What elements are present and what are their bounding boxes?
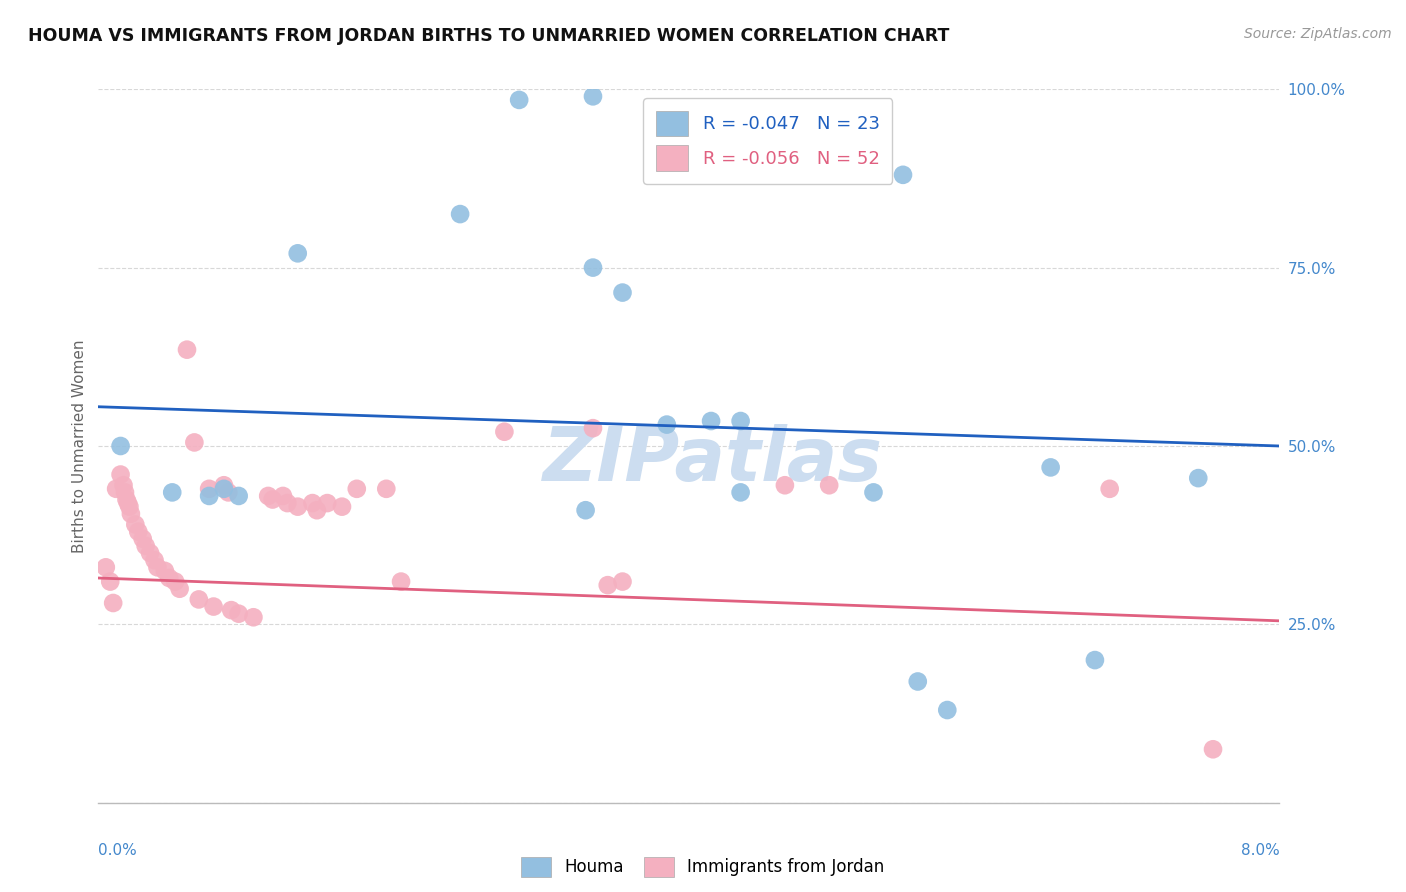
Y-axis label: Births to Unmarried Women: Births to Unmarried Women — [72, 339, 87, 553]
Point — [120, 507, 142, 521]
Point — [135, 539, 157, 553]
Point — [219, 603, 242, 617]
Point — [202, 599, 225, 614]
Point — [612, 285, 634, 300]
Point — [112, 478, 135, 492]
Point — [316, 496, 339, 510]
Point — [110, 439, 132, 453]
Legend: R = -0.047   N = 23, R = -0.056   N = 52: R = -0.047 N = 23, R = -0.056 N = 52 — [644, 98, 893, 184]
Point — [162, 485, 183, 500]
Point — [655, 417, 678, 432]
Point — [153, 564, 176, 578]
Point — [118, 500, 141, 514]
Point — [862, 485, 884, 500]
Point — [146, 560, 169, 574]
Point — [262, 492, 284, 507]
Point — [127, 524, 149, 539]
Point — [730, 414, 752, 428]
Point — [449, 207, 471, 221]
Point — [103, 596, 125, 610]
Point — [891, 168, 914, 182]
Point — [1202, 742, 1225, 756]
Point — [330, 500, 353, 514]
Point — [730, 485, 752, 500]
Point — [1039, 460, 1062, 475]
Point — [907, 674, 929, 689]
Point — [700, 414, 723, 428]
Point — [612, 574, 634, 589]
Point — [98, 574, 121, 589]
Point — [94, 560, 117, 574]
Point — [301, 496, 323, 510]
Point — [271, 489, 294, 503]
Point — [375, 482, 398, 496]
Point — [198, 489, 221, 503]
Point — [582, 421, 605, 435]
Point — [115, 492, 138, 507]
Point — [1187, 471, 1209, 485]
Point — [346, 482, 368, 496]
Point — [157, 571, 180, 585]
Legend: Houma, Immigrants from Jordan: Houma, Immigrants from Jordan — [515, 850, 891, 884]
Point — [165, 574, 187, 589]
Point — [143, 553, 166, 567]
Point — [110, 467, 132, 482]
Point — [176, 343, 198, 357]
Point — [117, 496, 139, 510]
Point — [212, 482, 235, 496]
Point — [198, 482, 221, 496]
Point — [257, 489, 280, 503]
Text: 8.0%: 8.0% — [1240, 843, 1279, 858]
Point — [132, 532, 155, 546]
Point — [574, 503, 596, 517]
Point — [124, 517, 146, 532]
Text: HOUMA VS IMMIGRANTS FROM JORDAN BIRTHS TO UNMARRIED WOMEN CORRELATION CHART: HOUMA VS IMMIGRANTS FROM JORDAN BIRTHS T… — [28, 27, 949, 45]
Point — [1098, 482, 1121, 496]
Point — [508, 93, 530, 107]
Point — [305, 503, 328, 517]
Point — [596, 578, 619, 592]
Point — [228, 489, 250, 503]
Point — [183, 435, 205, 450]
Text: Source: ZipAtlas.com: Source: ZipAtlas.com — [1244, 27, 1392, 41]
Point — [494, 425, 516, 439]
Point — [114, 485, 136, 500]
Point — [1084, 653, 1107, 667]
Point — [936, 703, 959, 717]
Point — [187, 592, 209, 607]
Point — [773, 478, 796, 492]
Point — [287, 500, 309, 514]
Point — [582, 260, 605, 275]
Point — [228, 607, 250, 621]
Text: 0.0%: 0.0% — [98, 843, 138, 858]
Point — [217, 485, 239, 500]
Point — [105, 482, 128, 496]
Point — [169, 582, 191, 596]
Text: ZIPatlas: ZIPatlas — [543, 424, 883, 497]
Point — [582, 89, 605, 103]
Point — [287, 246, 309, 260]
Point — [139, 546, 162, 560]
Point — [212, 478, 235, 492]
Point — [242, 610, 264, 624]
Point — [389, 574, 412, 589]
Point — [276, 496, 298, 510]
Point — [818, 478, 841, 492]
